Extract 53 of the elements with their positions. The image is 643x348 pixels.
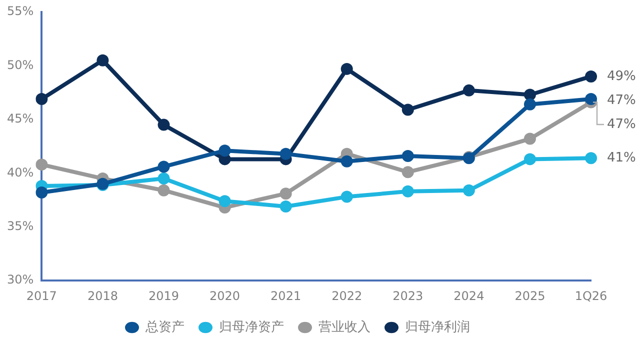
point [524,88,536,101]
point [524,98,536,110]
y-tick-label: 30% [7,272,34,287]
x-tick-label: 2018 [87,288,118,303]
point [462,84,475,96]
y-tick-label: 50% [7,58,34,72]
point [524,132,536,145]
point [280,200,292,212]
point [340,190,353,203]
point [36,186,48,198]
point [158,172,170,185]
x-tick-label: 2020 [210,288,240,303]
annotation: 47% [607,116,636,132]
x-tick-label: 2023 [392,288,424,303]
point [158,184,170,196]
x-tick-label: 1Q26 [574,288,608,303]
point [96,54,109,66]
point [585,152,597,164]
point [158,160,170,173]
point [402,185,414,198]
point [280,148,292,160]
x-tick-label: 2024 [454,288,484,303]
point [218,195,231,208]
point [524,153,536,166]
point [402,104,414,116]
annotation: 47% [607,92,636,108]
annotation: 41% [607,150,636,166]
x-tick-label: 2025 [514,288,546,303]
y-tick-label: 55% [7,4,34,18]
point [462,184,475,196]
annotation: 49% [607,68,636,84]
y-tick-label: 40% [7,165,34,180]
point [585,93,597,106]
x-tick-label: 2021 [270,288,302,303]
point [585,70,597,82]
x-tick-label: 2022 [332,288,362,303]
point [402,150,414,162]
point [36,158,48,171]
point [36,93,48,106]
legend-label: 营业收入 [318,320,370,335]
point [158,118,170,131]
y-tick-label: 45% [7,112,34,126]
point [402,166,414,178]
legend-label: 总资产 [144,320,184,335]
y-tick-label: 35% [7,219,34,234]
point [280,188,292,200]
x-tick-label: 2017 [26,288,57,303]
point [340,62,353,75]
x-tick-label: 2019 [148,288,180,303]
legend-label: 归母净利润 [405,320,470,335]
point [218,144,231,157]
point [340,155,353,168]
legend-label: 归母净资产 [219,320,284,335]
